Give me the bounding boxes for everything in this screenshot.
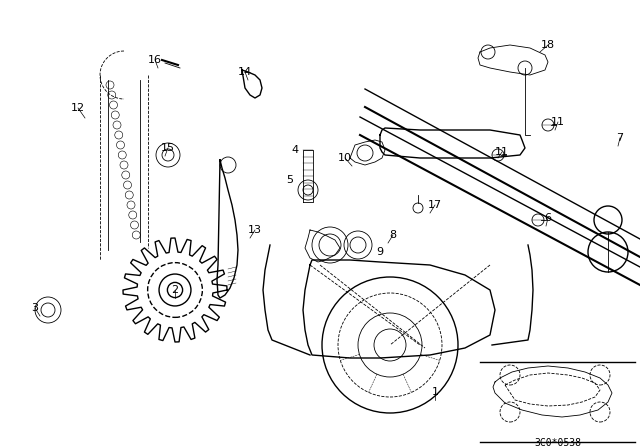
Text: 4: 4 [291, 145, 299, 155]
Text: 16: 16 [148, 55, 162, 65]
Text: 3: 3 [31, 303, 38, 313]
Text: 9: 9 [376, 247, 383, 257]
Text: 11: 11 [495, 147, 509, 157]
Text: 1: 1 [431, 387, 438, 397]
Text: 6: 6 [545, 213, 552, 223]
Text: 14: 14 [238, 67, 252, 77]
Text: 3C0*0538: 3C0*0538 [534, 438, 582, 448]
Text: 15: 15 [161, 143, 175, 153]
Text: 11: 11 [551, 117, 565, 127]
Text: 17: 17 [428, 200, 442, 210]
Text: 5: 5 [287, 175, 294, 185]
Text: 12: 12 [71, 103, 85, 113]
Text: 2: 2 [172, 285, 179, 295]
Text: 13: 13 [248, 225, 262, 235]
Text: 18: 18 [541, 40, 555, 50]
Text: 7: 7 [616, 133, 623, 143]
Text: 10: 10 [338, 153, 352, 163]
Text: 8: 8 [389, 230, 397, 240]
